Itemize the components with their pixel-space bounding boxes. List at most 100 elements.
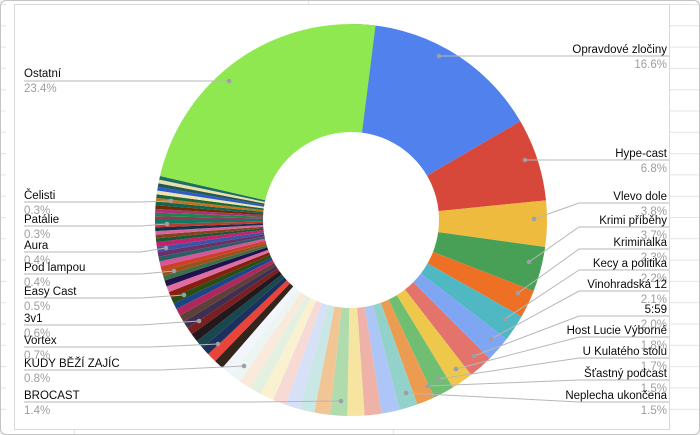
pie-slice[interactable] bbox=[156, 229, 264, 248]
pie-slice[interactable] bbox=[166, 249, 270, 293]
pie-slice[interactable] bbox=[163, 245, 268, 281]
pie-slice[interactable] bbox=[183, 265, 278, 329]
pie-slice[interactable] bbox=[314, 306, 342, 415]
pie-slice-U Kulatého stolu[interactable] bbox=[388, 295, 453, 398]
pie-slice[interactable] bbox=[285, 302, 329, 410]
pie-slice[interactable] bbox=[191, 271, 282, 342]
pie-slice[interactable] bbox=[159, 238, 266, 267]
leader-line bbox=[528, 226, 669, 263]
pie-slice[interactable] bbox=[155, 212, 264, 219]
slice-callout-percent: 2.0% bbox=[640, 319, 667, 331]
slice-callout-percent: 1.5% bbox=[640, 383, 667, 395]
leader-dot bbox=[226, 78, 232, 84]
pie-slice-Ostatní[interactable] bbox=[159, 24, 376, 201]
slice-callout-percent: 1.4% bbox=[24, 405, 51, 417]
pie-slice[interactable] bbox=[357, 306, 382, 416]
pie-slice[interactable] bbox=[208, 280, 290, 362]
pie-slice[interactable] bbox=[155, 226, 264, 239]
pie-slice-Vinohradská 12[interactable] bbox=[413, 273, 507, 359]
pie-slice[interactable] bbox=[173, 257, 273, 309]
slice-callout-percent: 2.3% bbox=[640, 252, 667, 264]
pie-slice[interactable] bbox=[157, 234, 265, 257]
pie-slice-3v1[interactable] bbox=[179, 262, 276, 322]
pie-slice-Čelisti[interactable] bbox=[155, 216, 264, 220]
pie-slice[interactable] bbox=[157, 186, 265, 207]
pie-slice-Neplecha ukončena[interactable] bbox=[372, 302, 418, 410]
pie-slice-Kecy a politika[interactable] bbox=[420, 263, 522, 340]
slice-callout-percent: 16.6% bbox=[634, 59, 667, 71]
pie-slice[interactable] bbox=[156, 194, 264, 211]
pie-slice-BROCAST[interactable] bbox=[330, 307, 350, 416]
slice-callout-name: KUDY BĚŽÍ ZAJÍC bbox=[24, 358, 120, 370]
pie-slice-Patálie[interactable] bbox=[155, 224, 264, 235]
slice-callout-name: Vortex bbox=[24, 335, 57, 347]
slice-callout-name: Ostatní bbox=[24, 68, 62, 80]
leader-dot bbox=[403, 390, 409, 396]
leader-dot bbox=[168, 198, 174, 204]
pie-slice[interactable] bbox=[171, 254, 272, 304]
pie-slice[interactable] bbox=[155, 201, 264, 214]
leader-line bbox=[24, 343, 219, 348]
pie-slice-Host Lucie Výborné[interactable] bbox=[396, 289, 472, 388]
slice-callout-percent: 0.5% bbox=[24, 301, 51, 313]
slice-callout-name: Hype-cast bbox=[615, 148, 667, 160]
pie-slice[interactable] bbox=[158, 236, 266, 262]
leader-line bbox=[24, 294, 185, 299]
slice-callout-percent: 6.8% bbox=[640, 163, 667, 175]
pie-slice[interactable] bbox=[239, 292, 306, 389]
slice-callout-percent: 0.3% bbox=[24, 205, 51, 217]
leader-dot bbox=[453, 366, 459, 372]
pie-slice[interactable] bbox=[347, 307, 365, 416]
pie-slice[interactable] bbox=[155, 208, 264, 217]
pie-slice[interactable] bbox=[155, 220, 264, 224]
pie-slice[interactable] bbox=[176, 259, 275, 316]
slice-callout-name: Neplecha ukončena bbox=[565, 390, 667, 402]
slice-callout-name: BROCAST bbox=[24, 390, 80, 402]
leader-line bbox=[517, 248, 669, 294]
pie-slice-Aura[interactable] bbox=[156, 232, 265, 252]
pie-slice[interactable] bbox=[164, 247, 269, 287]
pie-slice[interactable] bbox=[364, 305, 400, 414]
pie-slice[interactable] bbox=[202, 277, 287, 355]
leader-line bbox=[473, 315, 669, 357]
pie-slice[interactable] bbox=[159, 176, 266, 202]
pie-slice-Hype-cast[interactable] bbox=[427, 121, 547, 212]
pie-slice[interactable] bbox=[161, 242, 267, 276]
pie-slice[interactable] bbox=[155, 221, 264, 228]
pie-slice-KUDY BĚŽÍ ZAJÍC[interactable] bbox=[215, 283, 294, 368]
slice-callout-name: Kecy a politika bbox=[592, 258, 667, 270]
leader-dot bbox=[241, 363, 247, 369]
pie-slice[interactable] bbox=[157, 183, 265, 206]
pie-slice-Krimi příběhy[interactable] bbox=[433, 232, 546, 292]
leader-line bbox=[490, 290, 669, 340]
pie-slice-Easy Cast[interactable] bbox=[168, 252, 271, 298]
pie-slice[interactable] bbox=[222, 286, 298, 375]
slice-callout-percent: 0.7% bbox=[24, 350, 51, 362]
pie-slice-Vortex[interactable] bbox=[196, 274, 285, 348]
pie-slice[interactable] bbox=[155, 228, 264, 243]
leader-line bbox=[24, 270, 175, 275]
pie-slice[interactable] bbox=[299, 304, 335, 413]
pie-slice-Pod lampou[interactable] bbox=[160, 240, 267, 272]
pie-slice[interactable] bbox=[155, 197, 264, 212]
pie-slice[interactable] bbox=[230, 289, 302, 382]
pie-slice[interactable] bbox=[155, 205, 264, 216]
pie-slice[interactable] bbox=[260, 298, 317, 400]
leader-dot bbox=[502, 316, 508, 322]
pie-slice[interactable] bbox=[273, 300, 322, 405]
slice-callout-percent: 0.3% bbox=[24, 229, 51, 241]
pie-slice[interactable] bbox=[187, 268, 280, 335]
slice-callout-percent: 0.8% bbox=[24, 373, 51, 385]
pie-slice[interactable] bbox=[158, 179, 265, 204]
pie-slice-5:59[interactable] bbox=[404, 282, 490, 375]
pie-slice[interactable] bbox=[155, 223, 264, 232]
leader-line bbox=[533, 202, 669, 220]
leader-dot bbox=[164, 221, 170, 227]
pie-slice-Kriminalka[interactable] bbox=[427, 251, 534, 317]
pie-slice-Opravdové zločiny[interactable] bbox=[351, 24, 521, 176]
pie-slice-Vlevo dole[interactable] bbox=[438, 200, 547, 248]
pie-slice[interactable] bbox=[156, 190, 264, 209]
pie-slice[interactable] bbox=[250, 295, 311, 395]
pie-slice-Šťastný podcast[interactable] bbox=[380, 299, 435, 405]
